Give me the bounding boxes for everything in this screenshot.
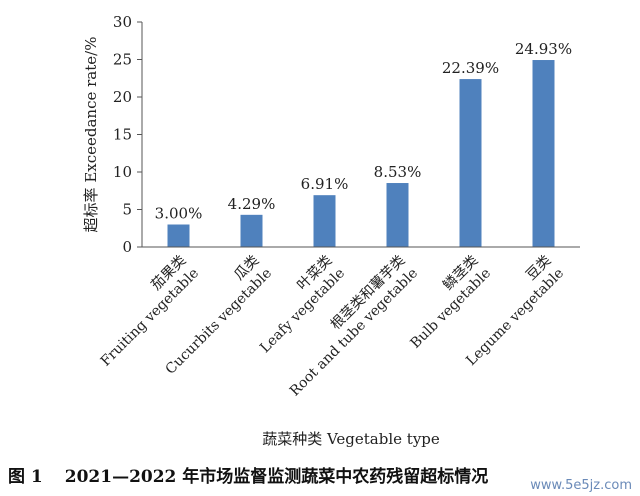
y-tick-label: 30 (113, 13, 132, 31)
y-tick-label: 0 (122, 238, 132, 256)
data-labels: 3.00% 4.29% 6.91% 8.53% 22.39% 24.93% (155, 40, 572, 222)
y-tick-label: 25 (113, 51, 132, 69)
data-label: 22.39% (442, 59, 499, 77)
bar (459, 79, 482, 247)
figure-caption: 图 1 2021—2022 年市场监督监测蔬菜中农药残留超标情况 (8, 462, 640, 487)
y-tick-label: 15 (113, 126, 132, 144)
data-label: 3.00% (155, 205, 203, 223)
bar (167, 224, 190, 247)
data-label: 4.29% (228, 195, 276, 213)
y-tick-label: 20 (113, 88, 132, 106)
y-tick-label: 5 (122, 201, 132, 219)
figure-caption-text: 2021—2022 年市场监督监测蔬菜中农药残留超标情况 (64, 467, 489, 487)
y-axis-title: 超标率 Exceedance rate/% (82, 37, 100, 233)
watermark: www.5e5jz.com (526, 477, 636, 494)
bar (532, 60, 555, 248)
bars (167, 60, 555, 248)
bar (313, 195, 336, 247)
bar (386, 183, 409, 247)
y-tick-label: 10 (113, 163, 132, 181)
bar (240, 214, 263, 247)
data-label: 8.53% (374, 163, 422, 181)
x-axis-title: 蔬菜种类 Vegetable type (262, 430, 440, 448)
data-label: 24.93% (515, 40, 572, 58)
figure-number: 图 1 (8, 467, 43, 487)
data-label: 6.91% (301, 175, 349, 193)
y-axis-ticks: 0 5 10 15 20 25 30 (113, 13, 142, 256)
bar-chart: 0 5 10 15 20 25 30 3.00% 4.29% 6.91% 8.53% 22.39% 2… (82, 13, 580, 448)
